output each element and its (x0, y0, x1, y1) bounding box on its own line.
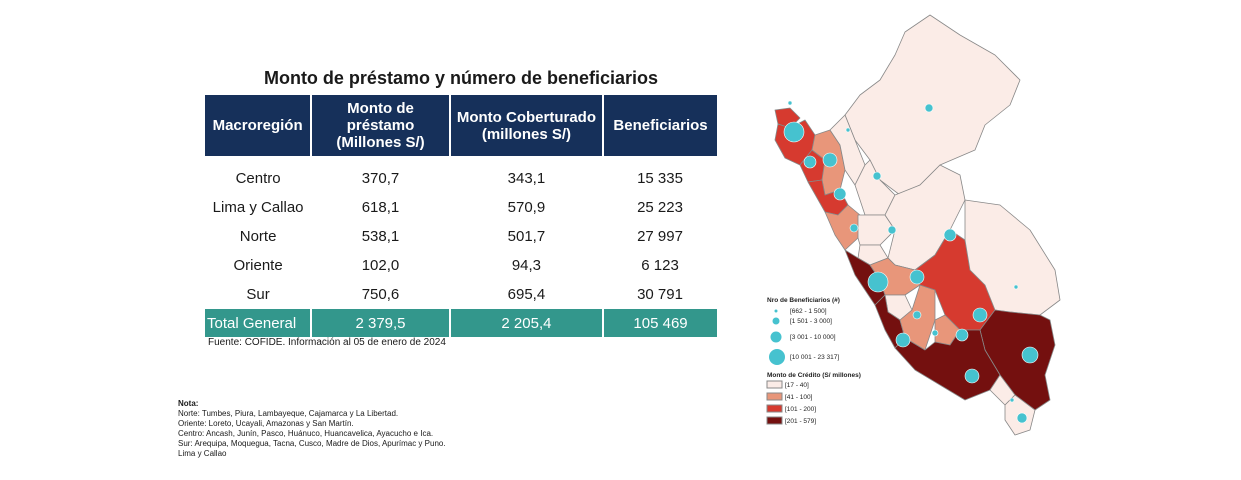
note-title: Nota: (178, 399, 199, 408)
source-note: Fuente: COFIDE. Información al 05 de ene… (208, 337, 446, 348)
note-line: Norte: Tumbes, Piura, Lambayeque, Cajama… (178, 409, 399, 418)
header-monto-prestamo: Monto de préstamo (Millones S/) (311, 95, 451, 156)
table-title: Monto de préstamo y número de beneficiar… (263, 68, 659, 88)
legend-bubble-2 (772, 317, 780, 325)
legend-swatch-3 (766, 404, 783, 413)
note-line: Centro: Ancash, Junín, Pasco, Huánuco, H… (178, 429, 434, 438)
legend-credito-item: [101 - 200] (785, 406, 816, 413)
legend-swatch-4 (766, 416, 783, 425)
bubble (1013, 284, 1019, 290)
table-header-row: Macroregión Monto de préstamo (Millones … (205, 95, 717, 156)
cell-beneficiarios: 27 997 (637, 228, 683, 245)
bubble (1021, 346, 1039, 364)
table-row: Norte 538,1 501,7 27 997 (205, 222, 717, 251)
bubble (803, 155, 817, 169)
cell-beneficiarios: 15 335 (637, 170, 683, 187)
bubble (787, 100, 793, 106)
cell-monto-coberturado: 94,3 (511, 257, 542, 274)
cell-macroregion: Norte (239, 228, 277, 245)
bubble (943, 228, 957, 242)
legend-beneficiarios-title: Nro de Beneficiarios (#) (767, 297, 840, 304)
table-row: Lima y Callao 618,1 570,9 25 223 (205, 193, 717, 222)
legend-beneficiarios: Nro de Beneficiarios (#) [662 - 1 500] [… (767, 297, 840, 365)
cell-monto-prestamo: 750,6 (361, 286, 400, 303)
bubble (931, 329, 939, 337)
legend-swatch-2 (766, 392, 783, 401)
note-line: Lima y Callao (178, 449, 227, 458)
bubble (964, 368, 980, 384)
cell-monto-prestamo: 538,1 (361, 228, 400, 245)
legend-credito-item: [41 - 100] (785, 394, 813, 401)
table-row: Centro 370,7 343,1 15 335 (205, 164, 717, 193)
legend-credito: Monto de Crédito (S/ millones) [17 - 40]… (766, 372, 861, 425)
bubble (833, 187, 847, 201)
total-label: Total General (205, 309, 313, 337)
cell-beneficiarios: 30 791 (637, 286, 683, 303)
legend-beneficiarios-item: [1 501 - 3 000] (790, 318, 832, 325)
bubble (955, 328, 969, 342)
legend-bubble-1 (774, 309, 778, 313)
cell-beneficiarios: 6 123 (641, 257, 679, 274)
legend-credito-item: [201 - 579] (785, 418, 816, 425)
legend-bubble-3 (770, 331, 782, 343)
legend-credito-title: Monto de Crédito (S/ millones) (767, 372, 861, 379)
cell-macroregion: Lima y Callao (212, 199, 304, 216)
legend-beneficiarios-item: [662 - 1 500] (790, 308, 827, 315)
cell-macroregion: Sur (246, 286, 270, 303)
bubble (1009, 397, 1015, 403)
bubble (822, 152, 838, 168)
bubble (849, 223, 859, 233)
header-beneficiarios: Beneficiarios (603, 95, 717, 156)
header-macroregion: Macroregión (205, 95, 313, 156)
bubble (895, 332, 911, 348)
legend-swatch-1 (766, 380, 783, 389)
bubble (1016, 412, 1028, 424)
header-monto-coberturado: Monto Coberturado (millones S/) (449, 95, 605, 156)
cell-monto-coberturado: 695,4 (507, 286, 546, 303)
bubble (867, 271, 889, 293)
note-line: Sur: Arequipa, Moquegua, Tacna, Cusco, M… (178, 439, 446, 448)
table-row: Sur 750,6 695,4 30 791 (205, 280, 717, 309)
bubble (845, 127, 851, 133)
bubble (909, 269, 925, 285)
legend-credito-item: [17 - 40] (785, 382, 809, 389)
note-block: Nota: Norte: Tumbes, Piura, Lambayeque, … (178, 399, 446, 459)
bubble (887, 225, 897, 235)
beneficiary-bubbles (783, 100, 1039, 424)
bubble (912, 310, 922, 320)
cell-monto-coberturado: 501,7 (507, 228, 546, 245)
legend-beneficiarios-item: [3 001 - 10 000] (790, 334, 836, 341)
legend-beneficiarios-item: [10 001 - 23 317] (790, 354, 839, 361)
total-beneficiarios: 105 469 (603, 309, 717, 337)
total-monto-prestamo: 2 379,5 (311, 309, 451, 337)
legend-bubble-4 (769, 349, 785, 365)
cell-monto-prestamo: 102,0 (361, 257, 400, 274)
cell-monto-coberturado: 570,9 (507, 199, 546, 216)
cell-monto-prestamo: 618,1 (361, 199, 400, 216)
note-line: Oriente: Loreto, Ucayali, Amazonas y San… (178, 419, 354, 428)
total-row: Total General 2 379,5 2 205,4 105 469 (205, 309, 717, 337)
total-monto-coberturado: 2 205,4 (449, 309, 605, 337)
bubble (924, 103, 934, 113)
cell-beneficiarios: 25 223 (637, 199, 683, 216)
loans-table: Macroregión Monto de préstamo (Millones … (205, 95, 717, 337)
cell-monto-prestamo: 370,7 (361, 170, 400, 187)
cell-macroregion: Oriente (233, 257, 283, 274)
bubble (872, 171, 882, 181)
cell-macroregion: Centro (235, 170, 281, 187)
bubble (972, 307, 988, 323)
table-row: Oriente 102,0 94,3 6 123 (205, 251, 717, 280)
cell-monto-coberturado: 343,1 (507, 170, 546, 187)
peru-map: Nro de Beneficiarios (#) [662 - 1 500] [… (766, 14, 1061, 436)
bubble (783, 121, 805, 143)
